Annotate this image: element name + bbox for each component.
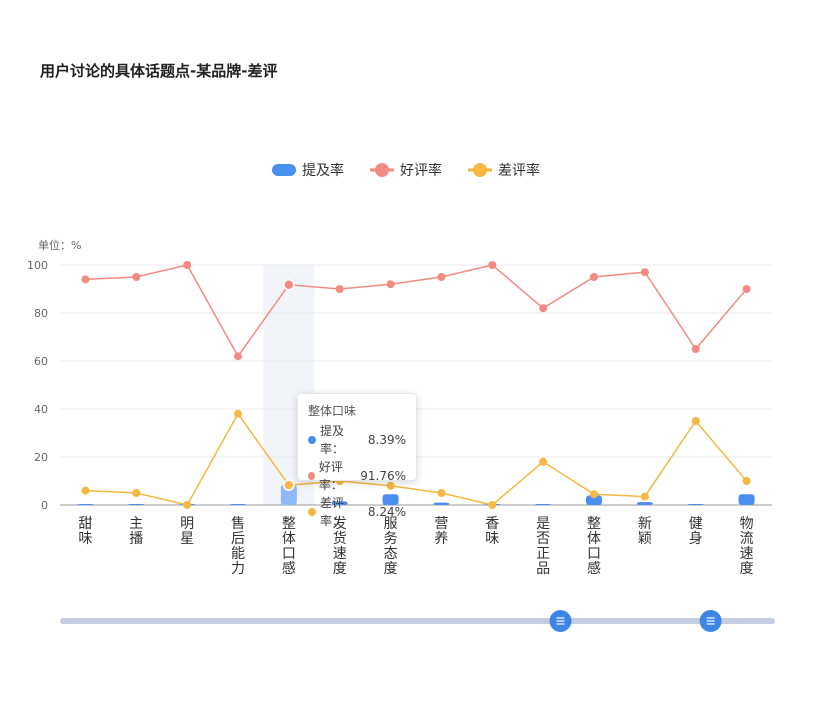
tooltip-value: 91.76% xyxy=(360,469,406,483)
x-tick-label: 香味 xyxy=(485,516,499,547)
tooltip-dot-bad xyxy=(308,508,316,516)
bar-mention xyxy=(280,484,297,505)
point-good xyxy=(640,268,649,277)
x-tick-label: 发货速度 xyxy=(333,516,347,577)
point-good xyxy=(283,279,295,291)
slider-track xyxy=(60,618,775,624)
tooltip-row-mention: 提及率： 8.39% xyxy=(308,422,406,458)
point-bad xyxy=(81,486,90,495)
y-tick-label: 20 xyxy=(34,451,48,464)
x-tick-label: 服务态度 xyxy=(384,516,398,577)
bar-mention xyxy=(230,504,246,505)
point-bad xyxy=(640,492,649,501)
point-bad xyxy=(691,417,700,425)
bar-mention xyxy=(535,504,552,505)
y-tick-label: 60 xyxy=(34,355,48,368)
point-bad xyxy=(539,457,548,466)
slider-handle[interactable] xyxy=(699,610,722,632)
bar-mention xyxy=(687,504,704,505)
point-good xyxy=(132,273,141,281)
legend-icon-bar xyxy=(272,164,296,176)
x-tick-label: 物流速度 xyxy=(740,516,754,577)
point-good xyxy=(539,304,548,313)
x-tick-label: 售后能力 xyxy=(231,516,245,577)
legend: 提及率 好评率 差评率 xyxy=(272,162,540,179)
bar-mention xyxy=(77,504,94,505)
y-tick-label: 100 xyxy=(27,259,48,272)
x-tick-label: 明星 xyxy=(180,516,194,547)
x-axis: 甜味 主播 明星 售后能力 整体口感 发货速度 服务态度 营养 香味 是否正品 整体口感 新颖 健身 物流… xyxy=(78,516,753,577)
x-tick-label: 健身 xyxy=(689,516,703,547)
tooltip-label: 提及率： xyxy=(319,424,344,456)
bar-mention xyxy=(128,504,145,505)
y-axis: 0 20 40 60 80 100 xyxy=(27,259,48,512)
point-good xyxy=(386,280,395,289)
bar-mention xyxy=(738,494,755,505)
tooltip: 整体口味 提及率： 8.39% 好评率： 91.76% 差评率： 8.24% xyxy=(297,393,417,528)
mention-bars xyxy=(77,484,755,505)
y-tick-label: 40 xyxy=(34,403,48,416)
point-good xyxy=(81,275,90,284)
series-lines xyxy=(85,264,748,506)
line-bad xyxy=(85,412,748,506)
legend-label: 差评率 xyxy=(498,162,540,179)
x-tick-label: 整体口感 xyxy=(587,516,601,577)
legend-label: 提及率 xyxy=(302,162,344,179)
point-bad xyxy=(234,409,242,418)
tooltip-title: 整体口味 xyxy=(308,404,357,418)
point-bad xyxy=(437,489,446,497)
point-good xyxy=(183,261,192,269)
point-bad xyxy=(132,489,141,497)
point-bad xyxy=(183,501,192,509)
point-good xyxy=(691,345,700,353)
legend-icon-dot xyxy=(473,163,487,177)
x-tick-label: 整体口感 xyxy=(282,516,296,577)
chart-title: 用户讨论的具体话题点-某品牌-差评 xyxy=(40,62,278,80)
tooltip-dot-good xyxy=(308,472,315,480)
x-tick-label: 甜味 xyxy=(78,516,92,547)
y-tick-label: 0 xyxy=(41,499,48,512)
tooltip-label: 好评率： xyxy=(318,460,343,492)
tooltip-value: 8.24% xyxy=(367,505,406,519)
point-good xyxy=(437,273,446,281)
line-good xyxy=(85,264,748,358)
y-tick-label: 80 xyxy=(34,307,48,320)
bar-mention xyxy=(382,494,399,505)
bar-mention xyxy=(331,501,348,505)
bar-mention xyxy=(586,495,602,505)
bar-mention xyxy=(433,502,450,505)
data-zoom-slider xyxy=(60,610,775,632)
point-good xyxy=(234,352,242,361)
tooltip-row-bad: 差评率： 8.24% xyxy=(308,494,406,530)
tooltip-value: 8.39% xyxy=(367,433,406,447)
point-good xyxy=(742,285,751,293)
point-bad xyxy=(283,479,295,491)
x-tick-label: 新颖 xyxy=(638,516,652,547)
x-tick-label: 主播 xyxy=(129,516,143,547)
point-good xyxy=(335,285,344,293)
point-good xyxy=(488,261,497,269)
tooltip-dot-mention xyxy=(308,436,316,444)
point-bad xyxy=(488,501,497,509)
x-tick-label: 营养 xyxy=(434,516,448,547)
tooltip-row-good: 好评率： 91.76% xyxy=(308,458,406,494)
unit-label: 单位：% xyxy=(38,238,81,252)
slider-handle[interactable] xyxy=(549,610,572,632)
point-good xyxy=(590,273,598,281)
gridlines xyxy=(60,264,772,506)
point-bad xyxy=(742,477,751,485)
point-bad xyxy=(590,490,598,499)
x-tick-label: 是否正品 xyxy=(536,516,550,577)
legend-label: 好评率 xyxy=(400,162,442,179)
bar-mention xyxy=(636,502,653,505)
series-points xyxy=(81,261,751,509)
point-bad xyxy=(386,481,395,490)
tooltip-label: 差评率： xyxy=(319,496,344,528)
legend-icon-dot xyxy=(375,163,389,177)
